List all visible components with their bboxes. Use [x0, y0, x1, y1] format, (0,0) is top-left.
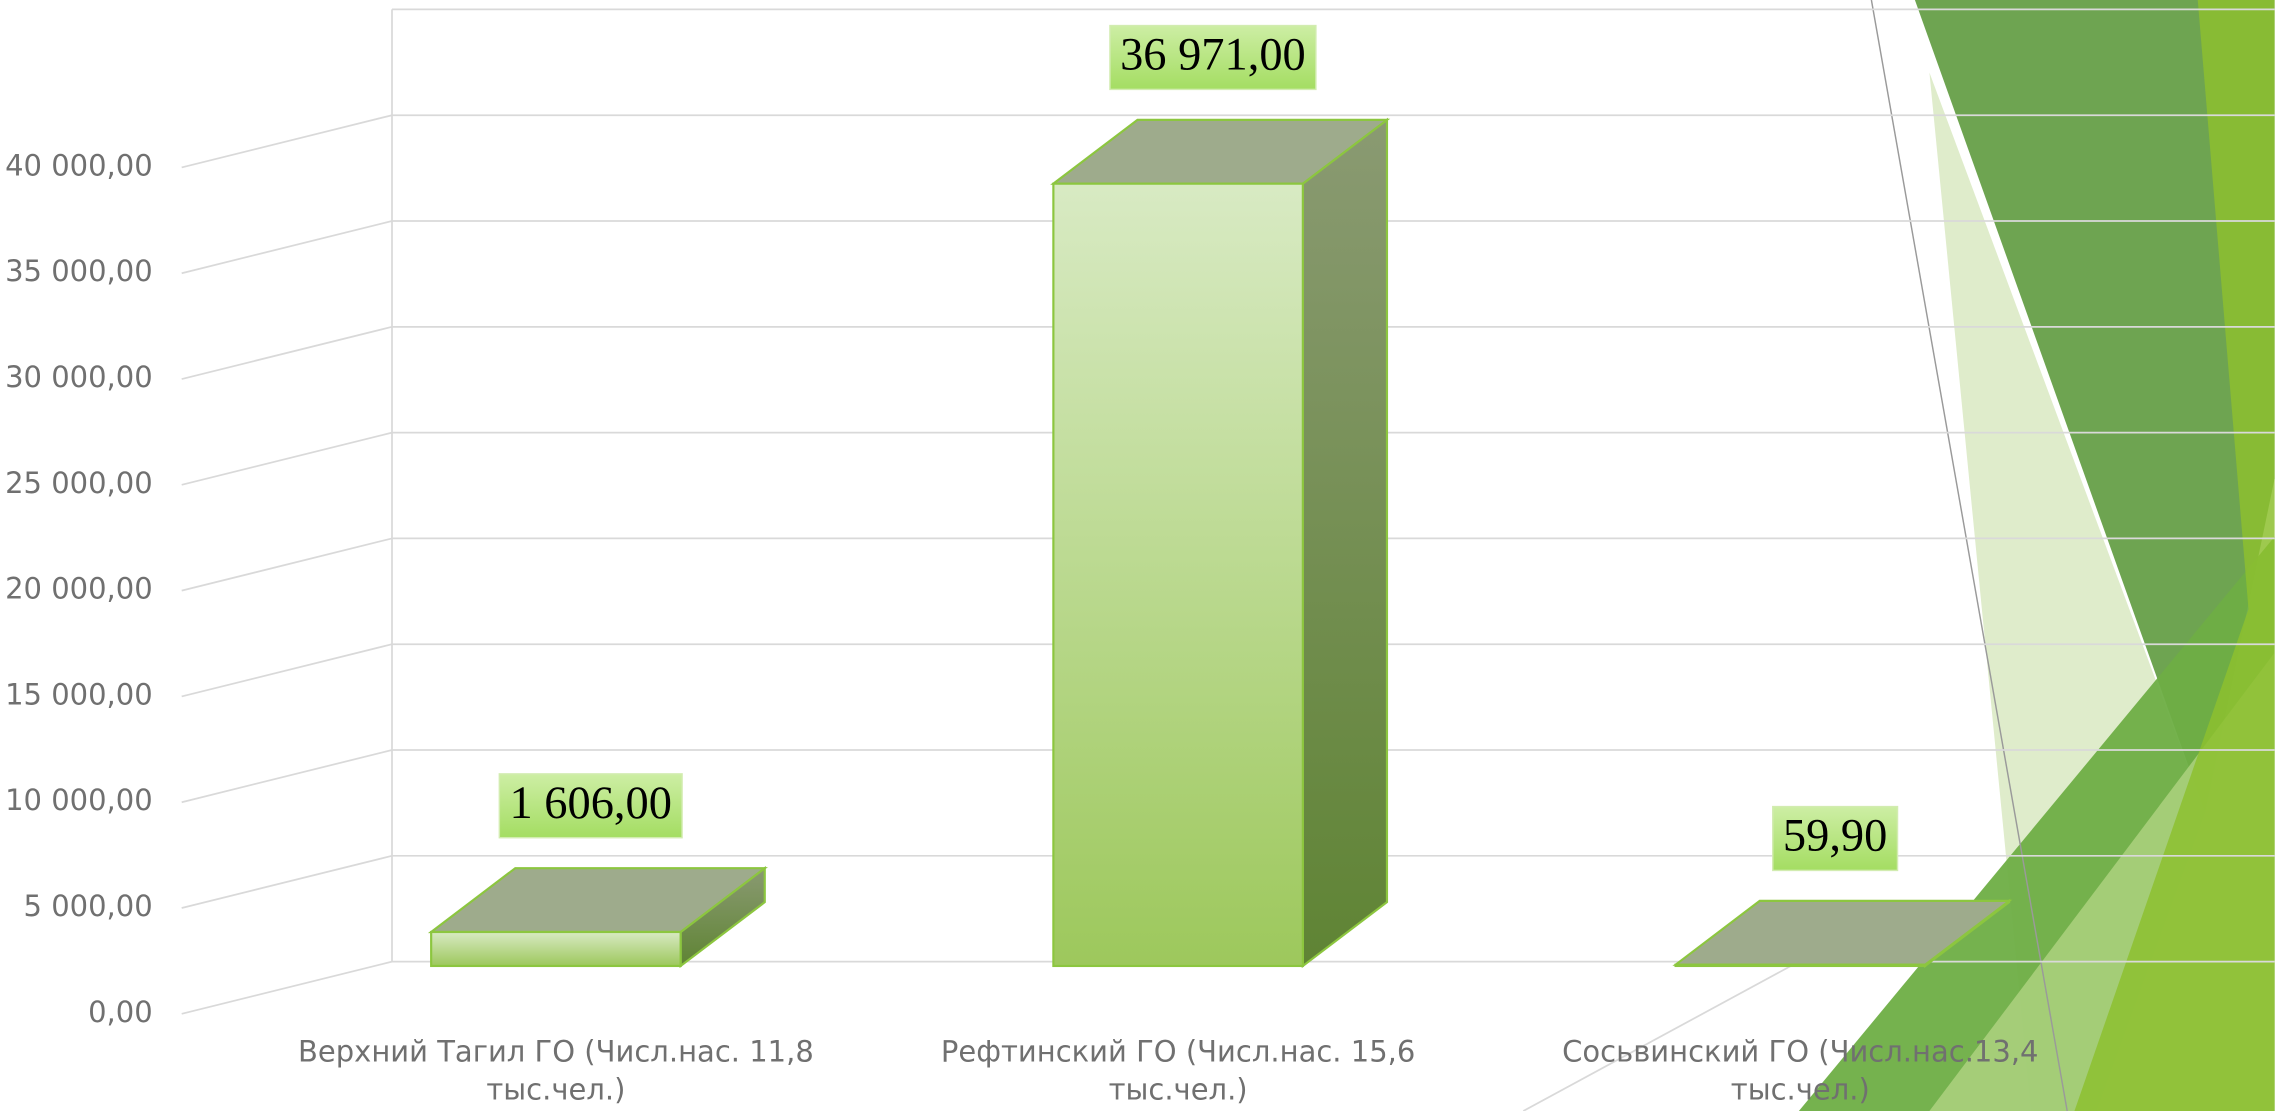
grid-line-side	[181, 220, 393, 275]
x-tick-label-box: Сосьвинский ГО (Числ.нас.13,4 тыс.чел.)	[1562, 1034, 2039, 1107]
value-label-box	[1772, 805, 1899, 872]
y-tick-label: 0,00	[88, 995, 153, 1029]
value-label: 1 606,00	[509, 778, 671, 829]
bar	[1672, 898, 2013, 969]
bars: 1 606,00 36 971,00 59,90	[427, 24, 2013, 969]
y-tick-label: 5 000,00	[24, 889, 153, 923]
x-tick-label: Сосьвинский ГО (Числ.нас.13,4 тыс.чел.)	[1562, 1034, 2039, 1107]
grid-line-side	[181, 431, 393, 486]
grid-line-side	[181, 643, 393, 698]
deco-shape	[1914, 0, 2275, 813]
value-label: 59,90	[1783, 811, 1887, 862]
grid-line-side	[181, 325, 393, 380]
bar	[1050, 117, 1391, 969]
bar-front	[1674, 963, 1927, 968]
y-tick-label: 30 000,00	[5, 360, 153, 394]
y-tick-label: 15 000,00	[5, 677, 153, 711]
y-tick-label: 40 000,00	[5, 148, 153, 182]
bar	[427, 865, 768, 969]
value-label-box	[498, 773, 683, 839]
y-tick-label: 25 000,00	[5, 466, 153, 500]
grid-line-side	[181, 537, 393, 592]
grid-line-side	[181, 749, 393, 804]
grid-line-side	[181, 854, 393, 909]
y-tick-label: 10 000,00	[5, 783, 153, 817]
grid-line-side	[181, 960, 393, 1015]
x-tick-label-box: Верхний Тагил ГО (Числ.нас. 11,8 тыс.чел…	[297, 1034, 814, 1107]
floor-side	[1522, 960, 1800, 1111]
x-tick-label: Рефтинский ГО (Числ.нас. 15,6 тыс.чел.)	[940, 1034, 1416, 1107]
value-label-box	[1109, 24, 1317, 91]
bar-side	[1301, 117, 1389, 969]
bar-front	[1052, 182, 1304, 968]
y-tick-label: 20 000,00	[5, 572, 153, 606]
value-label: 36 971,00	[1120, 30, 1306, 81]
decoration	[1798, 0, 2275, 1111]
x-tick-label-box: Рефтинский ГО (Числ.нас. 15,6 тыс.чел.)	[940, 1034, 1416, 1107]
deco-shape	[2074, 0, 2275, 1111]
bar-front	[430, 930, 682, 968]
y-tick-label: 35 000,00	[5, 254, 153, 288]
grid-line-side	[181, 114, 393, 169]
deco-line	[1870, 0, 2068, 1111]
x-tick-label: Верхний Тагил ГО (Числ.нас. 11,8 тыс.чел…	[297, 1034, 814, 1107]
